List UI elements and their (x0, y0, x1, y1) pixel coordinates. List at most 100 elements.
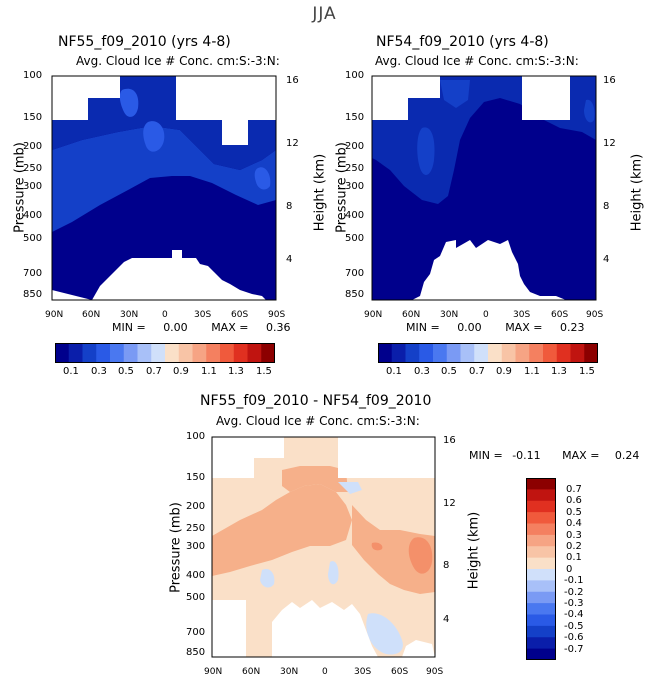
colorbar-swatch (526, 500, 556, 513)
cb1-label: 0.1 (63, 366, 79, 377)
colorbar-swatch (96, 343, 111, 363)
panel2-xtick: 30S (513, 310, 531, 320)
cb1-label: 1.3 (228, 366, 244, 377)
panel1-ytick: 300 (23, 181, 43, 192)
colorbar-swatch (233, 343, 248, 363)
cb3-label: -0.4 (564, 609, 584, 620)
cb3-label: -0.2 (564, 587, 584, 598)
colorbar-swatch (526, 625, 556, 638)
panel3-contours (211, 436, 436, 658)
colorbar-swatch (526, 478, 556, 490)
panel3-xtick: 90S (426, 667, 444, 677)
colorbar-swatch (68, 343, 83, 363)
colorbar-swatch (526, 557, 556, 570)
panel3-salmon-right (352, 505, 435, 594)
panel2-xtick: 60N (402, 310, 421, 320)
colorbar-swatch (137, 343, 152, 363)
panel2-min-label: MIN = (406, 321, 440, 334)
panel2-max-label: MAX = (505, 321, 543, 334)
panel3-blue-c (366, 613, 403, 655)
colorbar-swatch (515, 343, 530, 363)
cb2-label: 1.3 (551, 366, 567, 377)
panel2-patch-c (584, 99, 595, 123)
panel1-ytick: 700 (23, 268, 43, 279)
panel2-title: NF54_f09_2010 (yrs 4-8) (376, 34, 549, 50)
colorbar-diff (526, 478, 556, 660)
colorbar-swatch (446, 343, 461, 363)
cb2-label: 1.5 (579, 366, 595, 377)
cb2-label: 0.9 (496, 366, 512, 377)
colorbar-swatch (151, 343, 166, 363)
colorbar-swatch (570, 343, 585, 363)
colorbar-swatch (247, 343, 262, 363)
panel1-xtick: 90S (268, 310, 286, 320)
colorbar-swatch (261, 343, 275, 363)
cb3-label: 0.6 (566, 495, 582, 506)
colorbar-swatch (526, 512, 556, 524)
colorbar-swatch (474, 343, 489, 363)
panel1-xtick: 0 (162, 310, 168, 320)
panel1-min: 0.00 (163, 321, 188, 334)
panel3-stats: MIN = -0.11 MAX = 0.24 (469, 449, 639, 462)
panel1-field-upper (52, 76, 276, 170)
colorbar-swatch (529, 343, 544, 363)
colorbar-swatch (556, 343, 571, 363)
cb3-label: -0.5 (564, 621, 584, 632)
colorbar-swatch (460, 343, 475, 363)
panel2-xtick: 90S (586, 310, 604, 320)
panel2-xtick: 60S (551, 310, 569, 320)
panel2-ytick-right: 12 (603, 138, 616, 149)
panel3-xtick: 30S (354, 667, 372, 677)
colorbar-abs-1 (55, 343, 275, 363)
panel2-xtick: 0 (483, 310, 489, 320)
panel1-max: 0.36 (265, 321, 291, 334)
panel3-ytick: 850 (186, 647, 206, 658)
colorbar-swatch (192, 343, 207, 363)
panel3-ytick: 100 (186, 431, 206, 442)
panel1-xtick: 30S (194, 310, 212, 320)
cb3-label: 0 (566, 564, 573, 575)
colorbar-swatch (543, 343, 558, 363)
panel3-mask-top (212, 437, 435, 478)
figure-title: JJA (312, 4, 337, 24)
panel1-xtick: 30N (120, 310, 139, 320)
colorbar-swatch (433, 343, 448, 363)
panel1-xtick: 60S (231, 310, 249, 320)
panel2-ytick: 300 (345, 181, 365, 192)
panel1-ytick-right: 8 (286, 201, 293, 212)
panel2-patch-b (440, 80, 470, 108)
panel3-xtick: 90N (204, 667, 223, 677)
panel3-min: -0.11 (512, 449, 541, 462)
panel1-mask-bottom (52, 250, 266, 300)
panel2-ytick: 700 (345, 268, 365, 279)
cb3-label: 0.1 (566, 552, 582, 563)
panel3-ylabel: Pressure (mb) (168, 502, 184, 593)
panel3-salmon-left (212, 484, 352, 576)
panel1-stats: MIN = 0.00 MAX = 0.36 (112, 321, 290, 334)
colorbar-swatch (110, 343, 125, 363)
cb2-label: 0.5 (441, 366, 457, 377)
panel3-ytick-right: 12 (443, 498, 456, 509)
colorbar-swatch (526, 523, 556, 536)
cb3-label: -0.6 (564, 632, 584, 643)
cb2-label: 0.3 (414, 366, 430, 377)
panel1-ytick: 500 (23, 233, 43, 244)
panel1-subtitle-text: Avg. Cloud Ice # Conc. (76, 54, 213, 68)
colorbar-swatch (526, 580, 556, 593)
panel3-ytick-right: 8 (443, 560, 450, 571)
panel1-units: cm:S:-3:N: (216, 54, 280, 68)
colorbar-swatch (526, 546, 556, 559)
panel3-ytick: 400 (186, 570, 206, 581)
panel3-subtitle: Avg. Cloud Ice # Conc. cm:S:-3:N: (216, 414, 420, 428)
colorbar-swatch (526, 614, 556, 627)
panel2-xtick: 90N (364, 310, 383, 320)
panel2-xtick: 30N (440, 310, 459, 320)
panel1-frame (51, 75, 277, 301)
cb3-label: -0.3 (564, 598, 584, 609)
panel2-patch-a (417, 127, 435, 175)
colorbar-swatch (405, 343, 420, 363)
panel1-subtitle: Avg. Cloud Ice # Conc. cm:S:-3:N: (76, 54, 280, 68)
panel1-ytick: 850 (23, 289, 43, 300)
panel1-ytick: 200 (23, 141, 43, 152)
colorbar-swatch (584, 343, 598, 363)
